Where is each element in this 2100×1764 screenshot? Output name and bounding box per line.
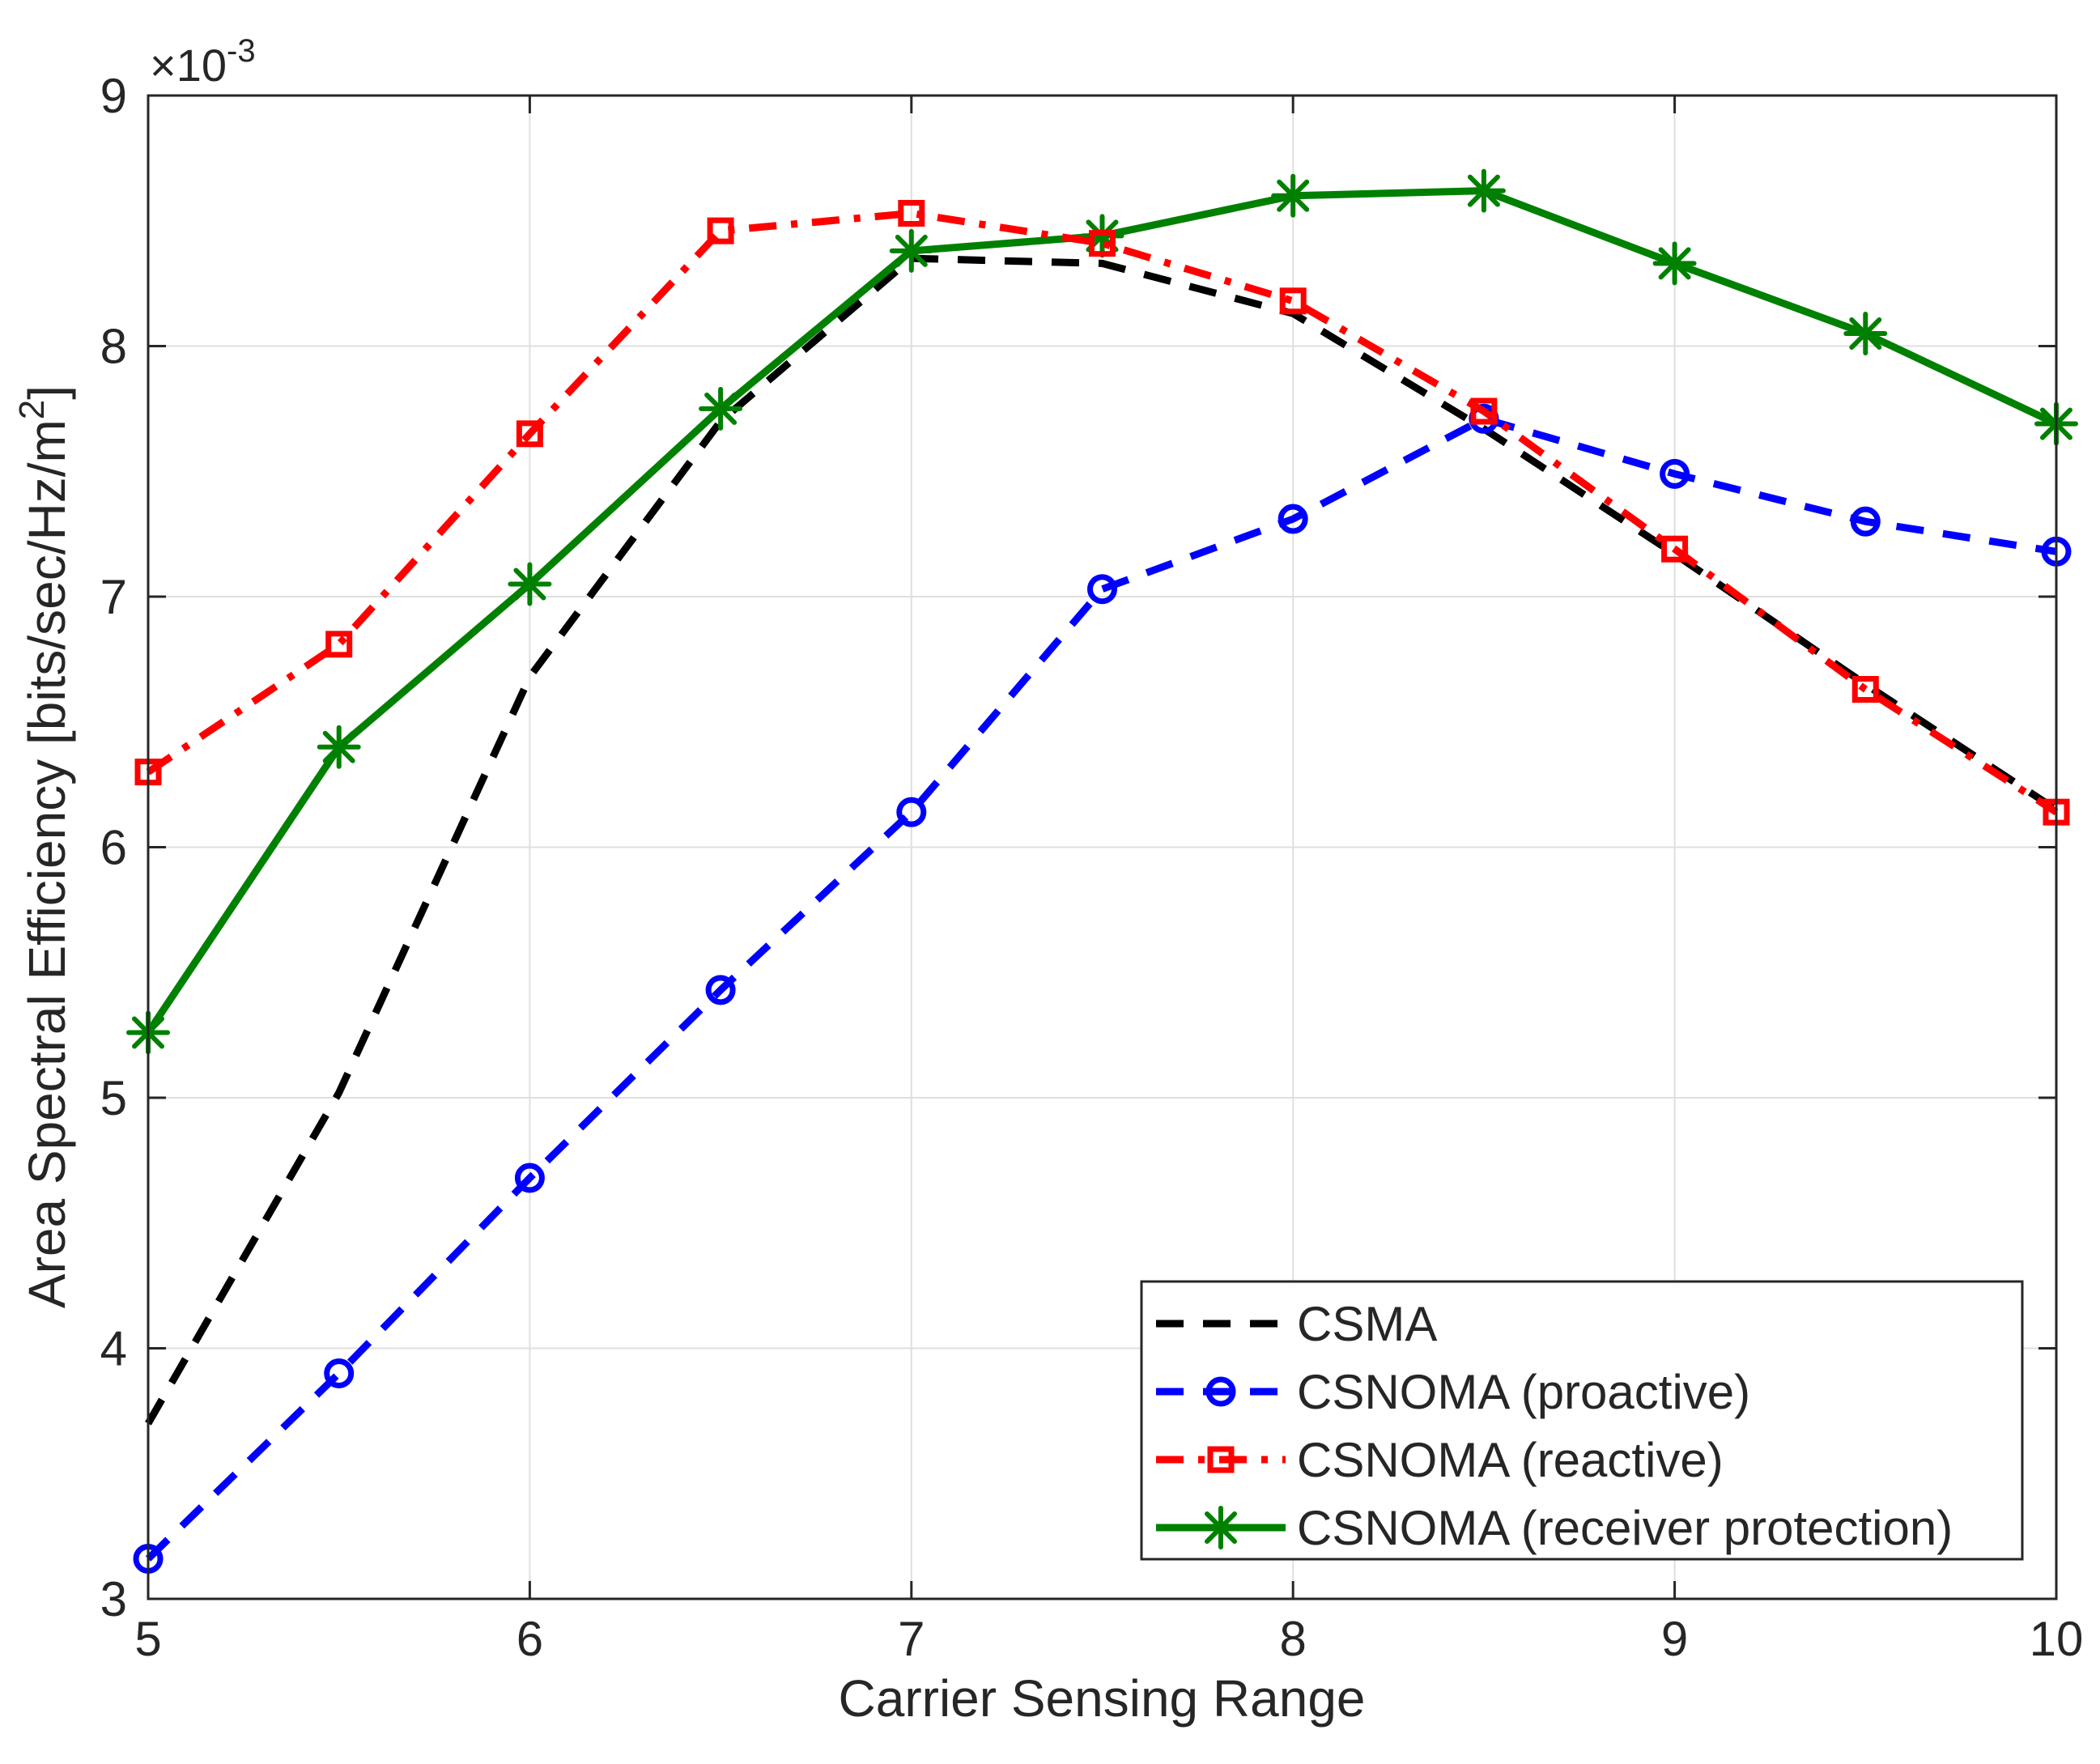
legend-entry-csnoma-proactive: CSNOMA (proactive) [1156,1365,1750,1419]
series-line-csnoma-reactive [146,209,2059,815]
data-point-csnoma-proactive [514,1163,545,1193]
x-axis-label: Carrier Sensing Range [839,1669,1366,1728]
x-tick-label: 10 [2030,1612,2084,1666]
y-axis-exponent-base: ×10 [150,40,227,91]
legend: CSMA CSNOMA (proactive) CSNOMA (reactive) C… [1140,1280,2024,1561]
x-tick-label: 7 [898,1612,925,1666]
data-point-csnoma-receiver-protection [317,725,361,769]
data-point-csnoma-receiver-protection [1843,312,1888,356]
x-tick-label: 5 [134,1612,161,1666]
legend-entry-csnoma-receiver-protection: CSNOMA (receiver protection) [1156,1501,1953,1555]
series-group [126,168,2078,1574]
y-axis-label: Area Spectral Efficiency [bits/sec/Hz/m2… [12,385,76,1308]
data-point-csnoma-proactive [1087,574,1117,605]
y-axis-exponent: ×10-3 [150,33,256,91]
y-axis-label-main: Area Spectral Efficiency [bits/sec/Hz/m [18,419,76,1308]
legend-entry-csnoma-reactive: CSNOMA (reactive) [1156,1433,1724,1487]
y-tick-label: 9 [100,69,127,123]
data-point-csnoma-reactive [1279,287,1307,315]
series-csnoma-reactive [134,199,2070,826]
legend-label-csnoma-receiver-protection: CSNOMA (receiver protection) [1297,1501,1953,1555]
x-tick-label: 9 [1661,1612,1688,1666]
legend-label-csma: CSMA [1297,1297,1437,1351]
data-point-csnoma-reactive [1851,676,1879,703]
legend-marker-csnoma-reactive [1207,1446,1235,1473]
data-point-csnoma-proactive [324,1358,355,1388]
x-tick-label: 6 [516,1612,543,1666]
y-axis-label-superscript: 2 [12,400,52,419]
data-point-csnoma-reactive [707,217,734,244]
series-line-csnoma-proactive [145,414,2057,1562]
data-point-csnoma-reactive [1470,397,1498,425]
x-tick-label: 8 [1280,1612,1307,1666]
data-point-csnoma-receiver-protection [1271,173,1316,218]
y-axis-label-end: ] [18,385,76,400]
legend-marker-csnoma-receiver-protection [1199,1506,1243,1549]
data-point-csnoma-receiver-protection [699,386,743,431]
data-point-csnoma-proactive [1277,504,1308,534]
legend-box [1140,1280,2024,1561]
data-point-csnoma-proactive [896,797,927,827]
data-point-csnoma-reactive [1661,535,1689,563]
data-point-csnoma-proactive [705,975,736,1005]
data-point-csnoma-receiver-protection [1461,168,1506,213]
legend-marker-csnoma-proactive [1205,1376,1236,1407]
data-point-csnoma-reactive [516,420,543,448]
legend-entry-csma: CSMA [1156,1297,1437,1351]
legend-label-csnoma-proactive: CSNOMA (proactive) [1297,1365,1750,1419]
data-point-csnoma-receiver-protection [1652,241,1697,286]
data-point-csnoma-receiver-protection [1080,214,1124,258]
legend-items: CSMA CSNOMA (proactive) CSNOMA (reactive) C… [1156,1297,1953,1555]
y-tick-label: 3 [100,1572,127,1626]
data-point-csnoma-reactive [325,631,353,658]
y-tick-label: 6 [100,821,127,875]
data-point-csnoma-reactive [1089,230,1116,257]
data-point-csnoma-proactive [1660,458,1690,489]
y-axis-exponent-power: -3 [227,33,256,69]
data-point-csnoma-proactive [1850,506,1881,537]
data-point-csnoma-receiver-protection [508,562,552,606]
axis-ticks: 5 6 7 8 9 10 3 4 5 6 7 8 9 [100,69,2084,1666]
y-tick-label: 8 [100,320,127,374]
data-point-csnoma-reactive [898,199,925,227]
y-tick-label: 7 [100,570,127,624]
legend-label-csnoma-reactive: CSNOMA (reactive) [1297,1433,1724,1487]
data-point-csnoma-receiver-protection [889,228,933,273]
y-tick-label: 5 [100,1071,127,1125]
y-tick-label: 4 [100,1322,127,1376]
